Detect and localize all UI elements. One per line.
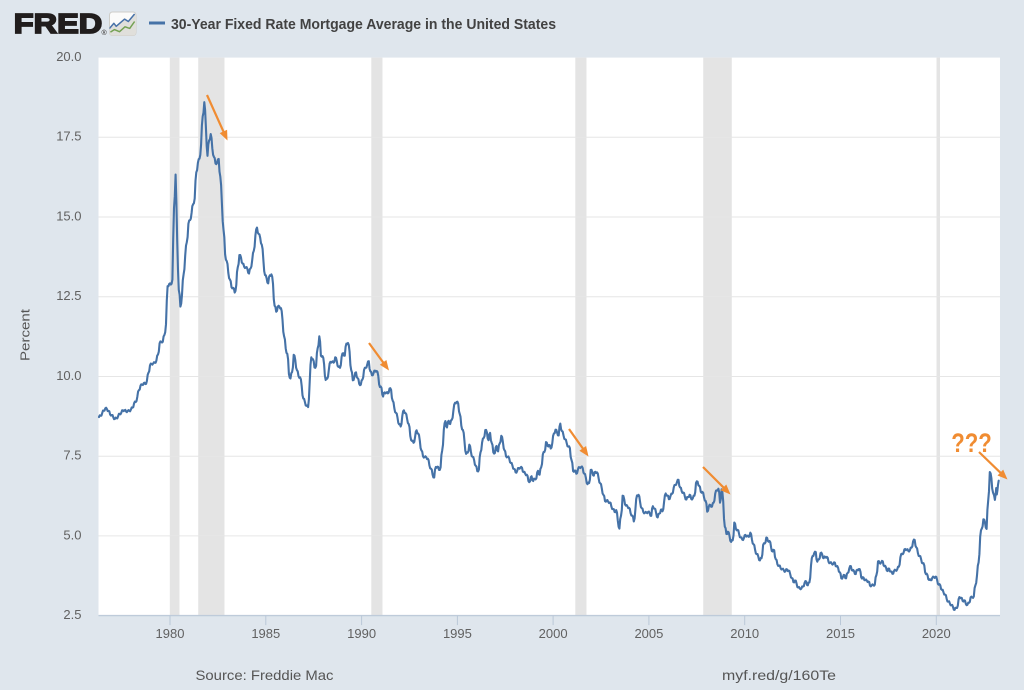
svg-text:7.5: 7.5 — [63, 448, 81, 463]
svg-text:1985: 1985 — [251, 626, 280, 641]
svg-text:1995: 1995 — [443, 626, 472, 641]
svg-text:20.0: 20.0 — [56, 49, 81, 64]
svg-text:2020: 2020 — [922, 626, 951, 641]
svg-text:10.0: 10.0 — [56, 368, 81, 383]
svg-text:2000: 2000 — [539, 626, 568, 641]
svg-text:15.0: 15.0 — [56, 208, 81, 223]
svg-text:30-Year Fixed Rate Mortgage Av: 30-Year Fixed Rate Mortgage Average in t… — [171, 16, 556, 33]
svg-text:5.0: 5.0 — [63, 527, 81, 542]
svg-text:???: ??? — [951, 428, 992, 458]
svg-text:Source: Freddie Mac: Source: Freddie Mac — [196, 667, 334, 683]
svg-text:2010: 2010 — [730, 626, 759, 641]
svg-text:Percent: Percent — [18, 309, 33, 361]
svg-text:12.5: 12.5 — [56, 288, 81, 303]
svg-text:FRED: FRED — [14, 8, 103, 39]
svg-text:1990: 1990 — [347, 626, 376, 641]
svg-text:myf.red/g/160Te: myf.red/g/160Te — [722, 667, 836, 683]
svg-text:2.5: 2.5 — [63, 607, 81, 622]
svg-text:®: ® — [102, 29, 108, 37]
svg-text:2005: 2005 — [634, 626, 663, 641]
svg-text:17.5: 17.5 — [56, 129, 81, 144]
svg-text:2015: 2015 — [826, 626, 855, 641]
svg-text:1980: 1980 — [156, 626, 185, 641]
